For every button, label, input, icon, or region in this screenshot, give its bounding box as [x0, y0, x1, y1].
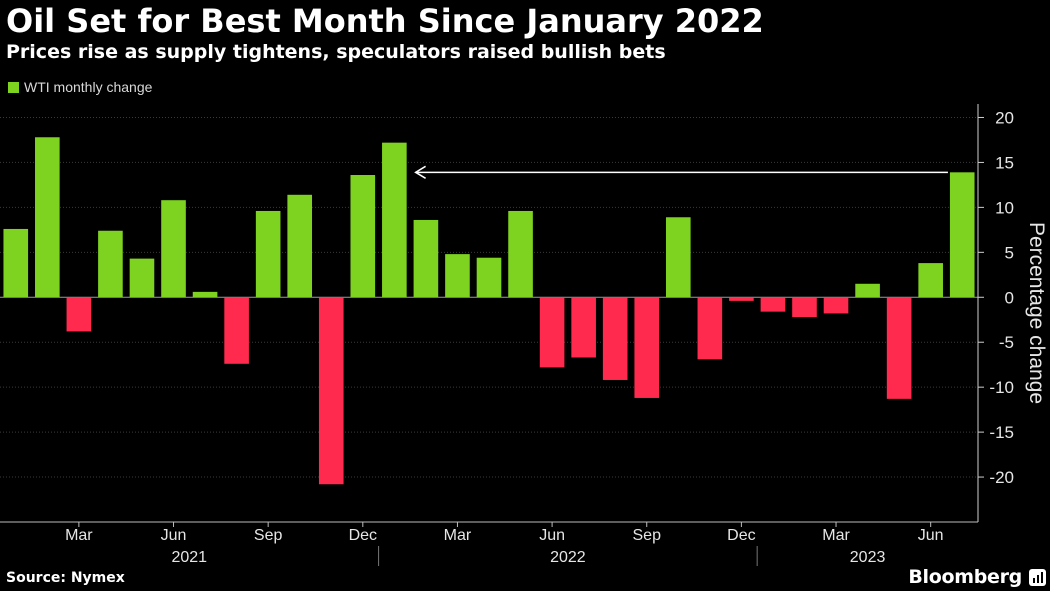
bar-jan-2022	[382, 142, 407, 298]
bar-may-2022	[508, 210, 533, 298]
bar-apr-2021	[98, 230, 123, 298]
y-tick-label: -5	[999, 333, 1014, 352]
x-tick-label: Mar	[65, 527, 93, 544]
bar-may-2021	[129, 258, 155, 298]
bar-aug-2021	[224, 297, 249, 364]
bar-nov-2021	[318, 297, 344, 485]
x-tick-label: Mar	[444, 527, 472, 544]
bar-jul-2023	[949, 172, 975, 298]
bar-jun-2022	[539, 297, 565, 368]
bar-dec-2021	[350, 175, 376, 298]
x-tick-label: Dec	[349, 527, 377, 544]
brand-logo: Bloomberg	[908, 566, 1022, 588]
x-tick-label: Sep	[633, 527, 662, 544]
year-label: 2021	[171, 549, 207, 566]
x-tick-label: Jun	[539, 527, 565, 544]
chart-subtitle: Prices rise as supply tightens, speculat…	[6, 41, 666, 63]
bar-feb-2022	[413, 219, 439, 298]
x-tick-label: Dec	[727, 527, 755, 544]
annotation-arrowhead	[414, 165, 426, 179]
legend-swatch	[8, 81, 19, 93]
bar-jun-2021	[161, 200, 186, 298]
bar-nov-2022	[697, 297, 723, 360]
legend-label: WTI monthly change	[24, 79, 153, 95]
bar-jun-2023	[918, 263, 943, 298]
x-tick-label: Jun	[161, 527, 187, 544]
y-tick-label: -10	[989, 378, 1014, 397]
bar-sep-2022	[634, 297, 660, 398]
year-label: 2023	[850, 549, 886, 566]
bar-mar-2022	[445, 254, 470, 298]
bar-mar-2021	[66, 297, 92, 332]
year-label: 2022	[550, 549, 586, 566]
y-tick-label: 20	[995, 108, 1014, 127]
bar-jan-2021	[3, 228, 29, 298]
y-tick-label: -15	[989, 423, 1014, 442]
bar-may-2023	[886, 297, 912, 399]
bar-oct-2022	[665, 217, 691, 298]
y-tick-label: 5	[1005, 243, 1014, 262]
bar-apr-2023	[855, 283, 880, 298]
bar-mar-2023	[823, 297, 849, 314]
legend: WTI monthly change	[8, 79, 152, 95]
bar-aug-2022	[602, 297, 628, 380]
y-axis-title: Percentage change	[1025, 222, 1048, 404]
x-tick-label: Sep	[254, 527, 283, 544]
bar-jul-2021	[192, 291, 218, 298]
source-note: Source: Nymex	[6, 570, 125, 586]
y-tick-label: 0	[1005, 288, 1014, 307]
bar-apr-2022	[476, 257, 502, 298]
y-tick-label: 15	[995, 153, 1014, 172]
bar-jul-2022	[571, 297, 596, 358]
x-tick-label: Mar	[822, 527, 850, 544]
bar-dec-2022	[729, 297, 754, 301]
bar-sep-2021	[255, 210, 281, 298]
bar-jan-2023	[760, 297, 786, 312]
bar-feb-2021	[35, 137, 60, 298]
bloomberg-terminal-icon	[1029, 569, 1046, 586]
x-tick-label: Jun	[918, 527, 944, 544]
chart-title: Oil Set for Best Month Since January 202…	[6, 2, 764, 40]
y-tick-label: -20	[989, 468, 1014, 487]
bar-oct-2021	[287, 194, 313, 298]
y-tick-label: 10	[995, 198, 1014, 217]
bar-feb-2023	[792, 297, 817, 318]
